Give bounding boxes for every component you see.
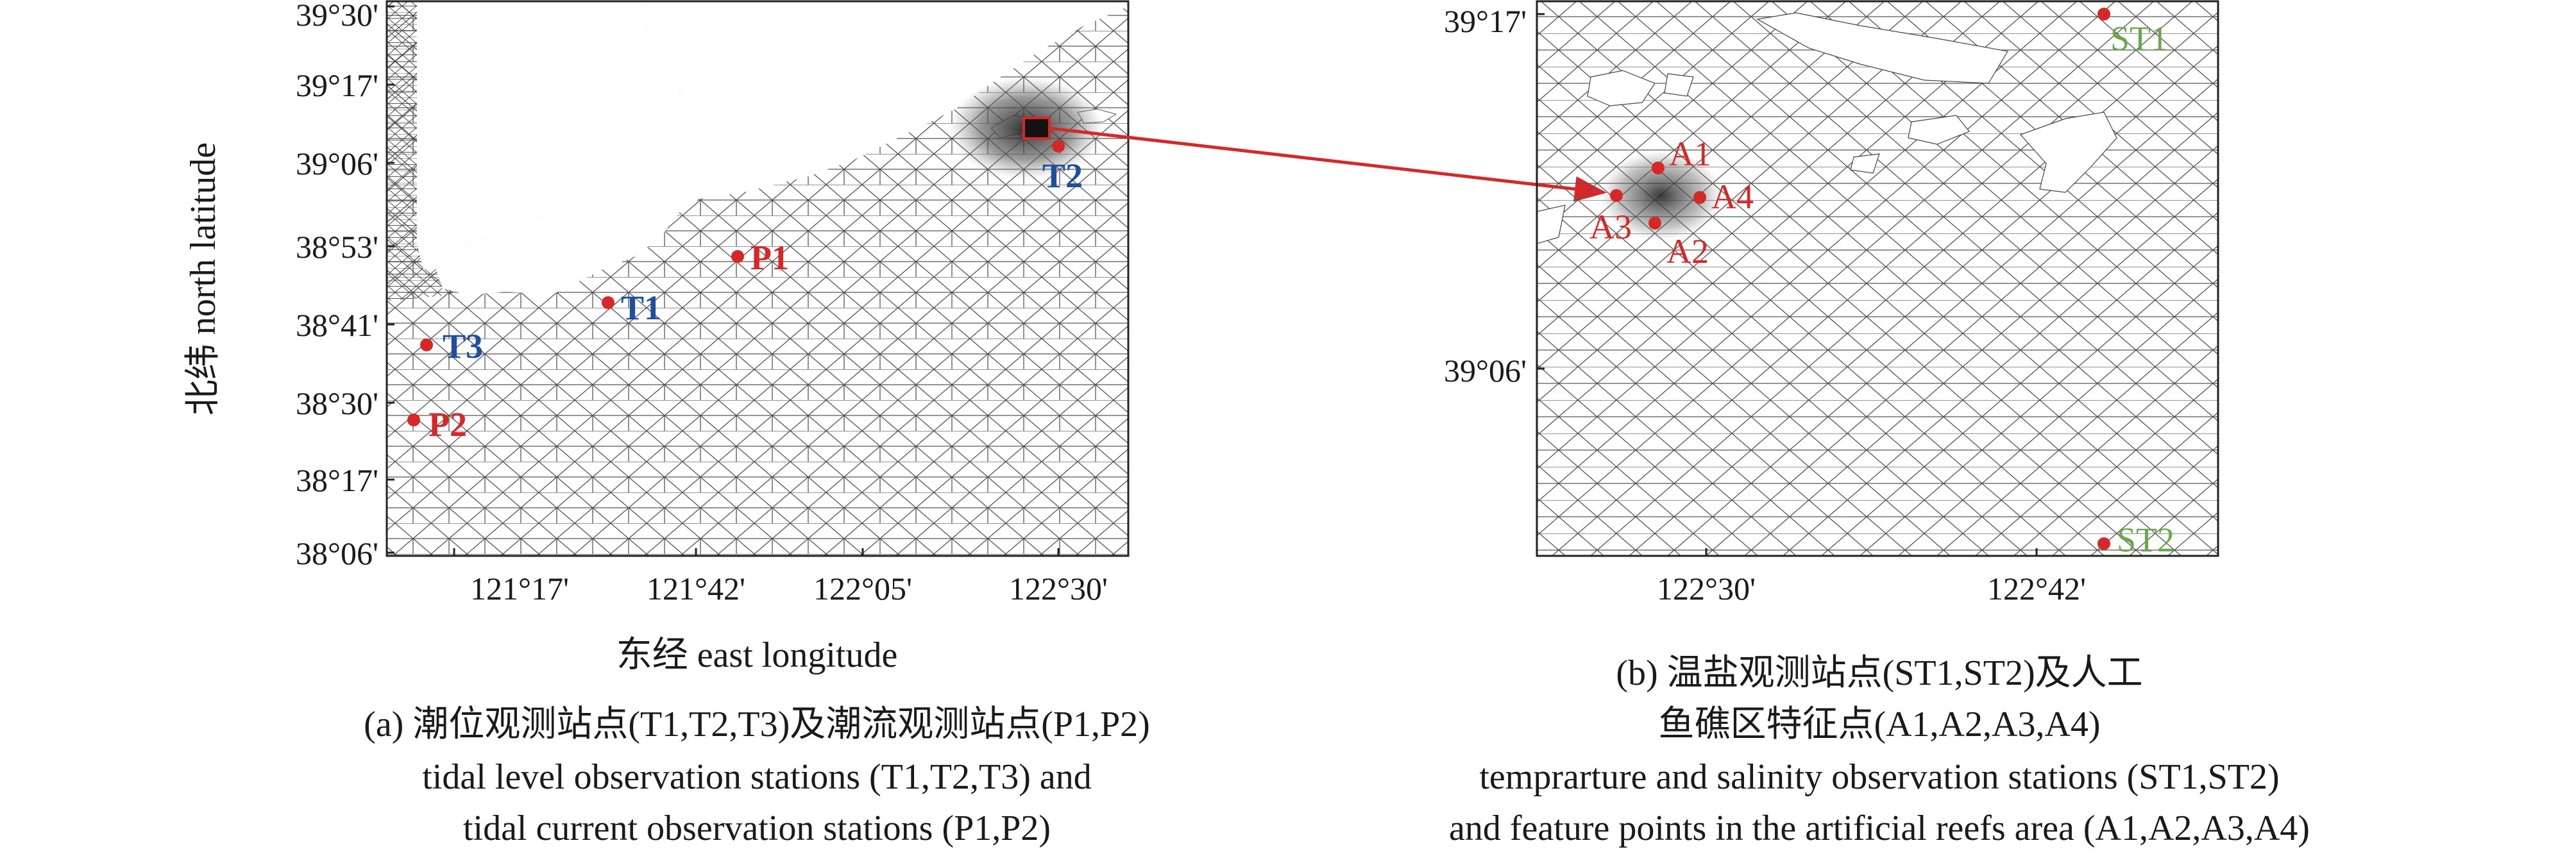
reef-a3-label: A3 xyxy=(1589,208,1632,246)
sea-area-b xyxy=(1537,1,2218,556)
station-t2-label: T2 xyxy=(1042,156,1083,195)
y-tick-label: 38°41' xyxy=(296,307,378,343)
caption-a-line: tidal current observation stations (P1,P… xyxy=(463,808,1051,848)
station-t1-label: T1 xyxy=(621,289,661,327)
island-b2 xyxy=(1587,70,1656,106)
island-b4 xyxy=(2019,112,2117,193)
caption-b-line: and feature points in the artificial ree… xyxy=(1449,808,2310,848)
y-tick-label: 39°17' xyxy=(296,67,378,103)
x-tick-label: 122°30' xyxy=(1009,571,1108,607)
panel-b-map xyxy=(1537,1,2218,556)
reef-a1-label: A1 xyxy=(1669,135,1711,173)
island-b5 xyxy=(1908,115,1970,145)
reef-a1-marker xyxy=(1652,162,1665,174)
caption-a-line: tidal level observation stations (T1,T2,… xyxy=(422,757,1092,797)
station-t2-marker xyxy=(1052,140,1065,153)
station-p2-label: P2 xyxy=(428,405,467,444)
y-tick-label: 39°06' xyxy=(296,146,378,181)
caption-b-line: temprarture and salinity observation sta… xyxy=(1479,757,2279,797)
zoom-region-box xyxy=(1022,117,1051,140)
panel-a-y-axis: 39°30' 39°17' 39°06' 38°53' 38°41' 38°30… xyxy=(296,0,394,571)
y-tick-label: 38°06' xyxy=(296,535,378,571)
station-t3-label: T3 xyxy=(443,327,483,365)
station-st2-label: ST2 xyxy=(2117,521,2174,559)
x-tick-label: 122°05' xyxy=(813,571,912,607)
reef-a2-label: A2 xyxy=(1666,232,1709,271)
y-tick-label: 39°06' xyxy=(1444,353,1527,389)
x-tick-label: 122°30' xyxy=(1657,571,1756,607)
island-b3 xyxy=(1664,73,1694,97)
station-st2-marker xyxy=(2097,537,2110,550)
island-b1 xyxy=(1756,12,2008,84)
y-tick-label: 38°53' xyxy=(296,229,378,265)
panel-b-y-axis: 39°17' 39°06' xyxy=(1444,3,1545,389)
caption-b: (b) 温盐观测站点(ST1,ST2)及人工 鱼礁区特征点(A1,A2,A3,A… xyxy=(1449,653,2310,848)
y-tick-label: 39°30' xyxy=(296,0,378,33)
station-markers-b: ST1 ST2 A1 A2 A3 A4 xyxy=(1589,8,2174,559)
station-st1-label: ST1 xyxy=(2110,19,2168,58)
reef-refined-zone xyxy=(1600,151,1722,240)
station-p2-marker xyxy=(407,414,420,426)
caption-b-line: 鱼礁区特征点(A1,A2,A3,A4) xyxy=(1658,705,2100,744)
caption-b-line: (b) 温盐观测站点(ST1,ST2)及人工 xyxy=(1616,653,2142,693)
panel-a-map xyxy=(387,1,1128,556)
panel-b-frame xyxy=(1536,0,2219,557)
island-b6 xyxy=(1850,153,1880,174)
caption-a: (a) 潮位观测站点(T1,T2,T3)及潮流观测站点(P1,P2) tidal… xyxy=(364,705,1150,848)
panel-a-x-axis: 121°17' 121°42' 122°05' 122°30' xyxy=(453,548,1108,607)
x-tick-label: 122°42' xyxy=(1987,571,2086,607)
reef-a2-marker xyxy=(1648,217,1661,230)
station-p1-marker xyxy=(731,250,744,263)
north-landmass xyxy=(417,1,693,269)
y-tick-label: 39°17' xyxy=(1444,3,1527,39)
y-tick-label: 38°17' xyxy=(296,462,378,498)
reef-a4-label: A4 xyxy=(1711,178,1754,216)
island-b7 xyxy=(1537,205,1566,244)
y-tick-label: 38°30' xyxy=(296,385,378,421)
x-tick-label: 121°42' xyxy=(647,571,745,607)
station-st1-marker xyxy=(2097,8,2110,21)
panel-b-x-axis: 122°30' 122°42' xyxy=(1657,548,2086,607)
reef-a3-marker xyxy=(1610,189,1623,202)
station-t1-marker xyxy=(602,296,614,309)
station-t3-marker xyxy=(420,339,433,351)
station-markers-a: T1 T2 T3 P1 P2 xyxy=(407,140,1083,444)
x-axis-title: 东经 east longitude xyxy=(616,635,898,675)
panel-a-frame xyxy=(386,0,1130,557)
north-coast-land xyxy=(436,1,1128,295)
y-axis-title: 北纬 north latitude xyxy=(183,142,223,415)
caption-a-line: (a) 潮位观测站点(T1,T2,T3)及潮流观测站点(P1,P2) xyxy=(364,705,1150,744)
zoom-arrow xyxy=(1049,126,1607,202)
station-p1-label: P1 xyxy=(750,239,789,277)
reef-a4-marker xyxy=(1693,191,1706,204)
x-tick-label: 121°17' xyxy=(470,571,569,607)
